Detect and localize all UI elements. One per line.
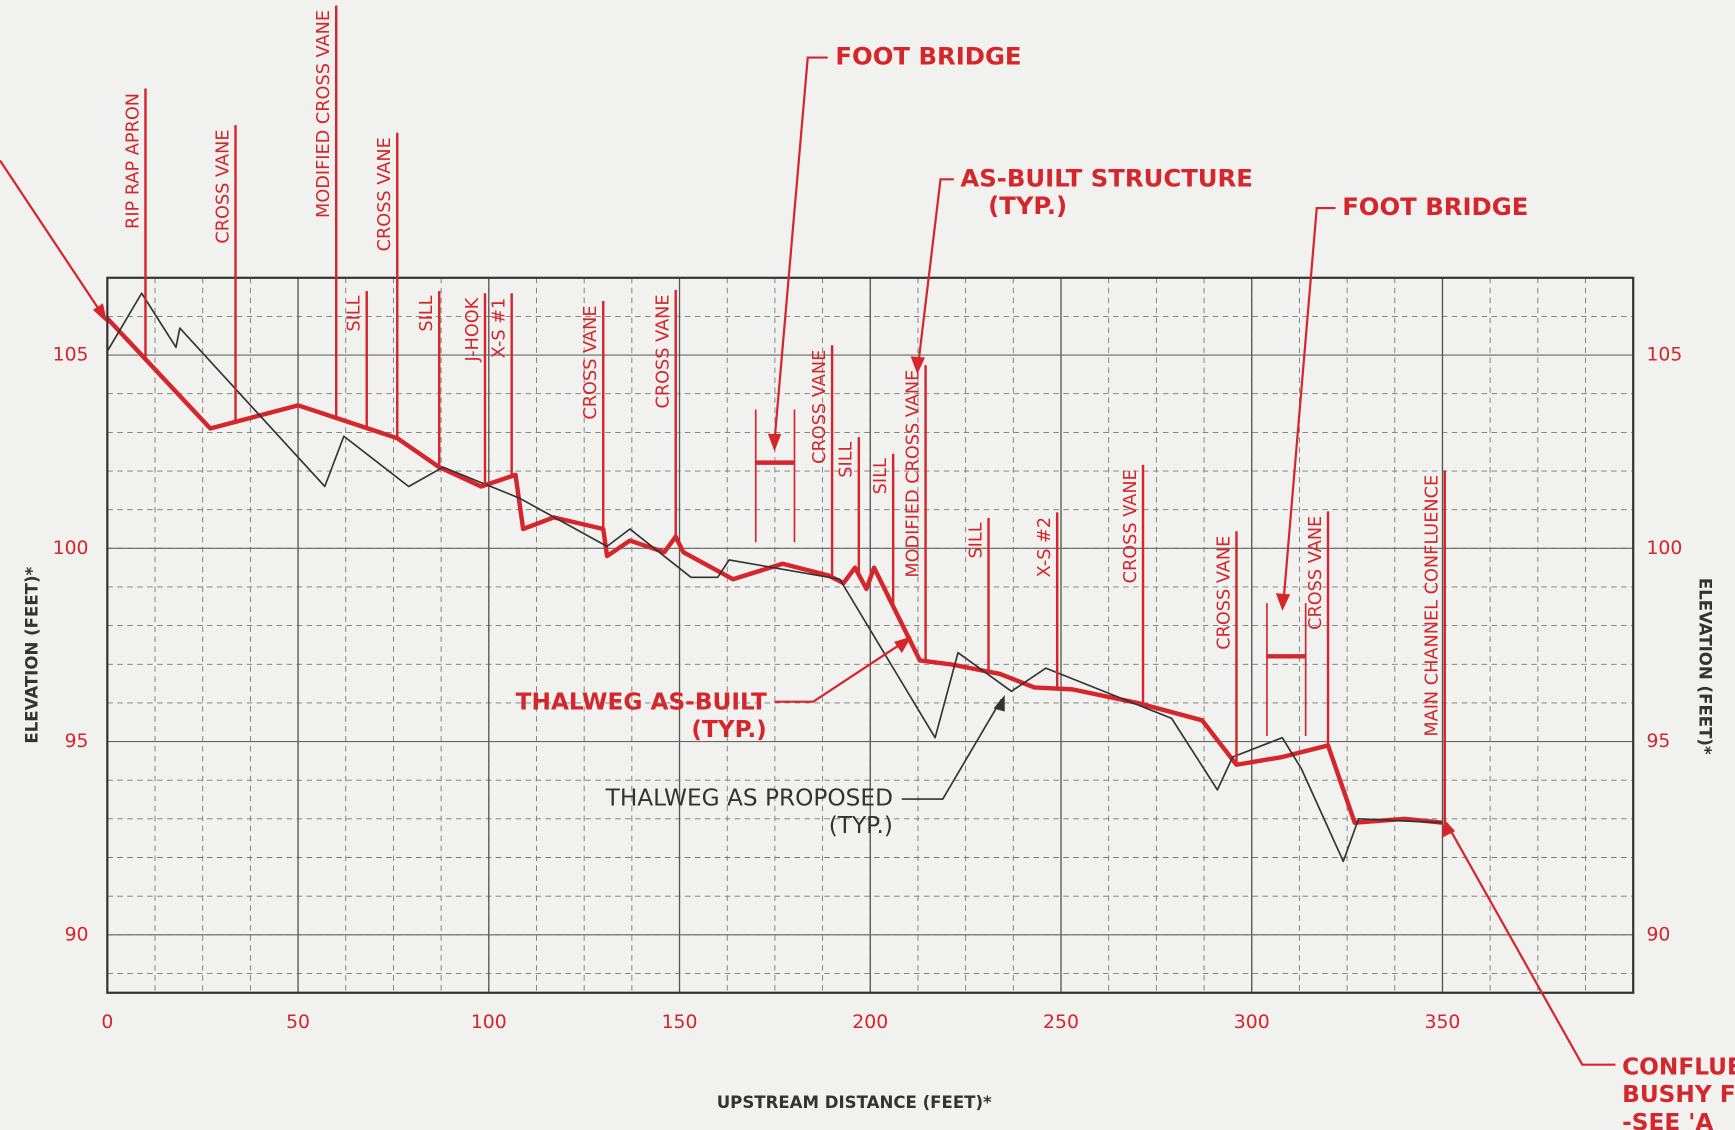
arrowhead xyxy=(910,356,926,375)
arrowhead xyxy=(767,433,782,452)
leader xyxy=(1446,823,1616,1066)
leader xyxy=(773,56,828,441)
structure-label: MAIN CHANNEL CONFLUENCE xyxy=(1423,475,1443,737)
callout: THALWEG AS-BUILT xyxy=(516,688,767,715)
y-tick-label: 100 xyxy=(53,538,89,559)
structure-label: SILL xyxy=(345,295,365,331)
x-tick-label: 150 xyxy=(662,1012,698,1033)
y2-tick-label: 95 xyxy=(1646,731,1670,752)
grid xyxy=(106,277,1634,993)
arrowheads xyxy=(92,303,1456,838)
arrowhead xyxy=(1441,819,1456,838)
y2-tick-label: 100 xyxy=(1646,538,1682,559)
labels: 0 50 100 150 200 250 300 350 90 95 100 105 90 95 100 10… xyxy=(23,5,1735,1130)
structure-label: CROSS VANE xyxy=(1214,536,1234,650)
y2-tick-label: 90 xyxy=(1646,924,1670,945)
structure-label: CROSS VANE xyxy=(375,137,395,251)
structure-label: CROSS VANE xyxy=(1306,516,1326,630)
structure-label: SILL xyxy=(966,522,986,558)
leader xyxy=(917,178,954,364)
leader xyxy=(0,159,107,320)
callout: AS-BUILT STRUCTURE xyxy=(960,163,1252,192)
callout: (TYP.) xyxy=(691,716,766,743)
y-tick-label: 90 xyxy=(65,924,89,945)
structure-label: CROSS VANE xyxy=(810,350,830,464)
callout: (TYP.) xyxy=(829,812,893,839)
structure-label: CROSS VANE xyxy=(654,294,674,408)
x-axis-title: UPSTREAM DISTANCE (FEET)* xyxy=(717,1093,992,1112)
leader xyxy=(774,638,908,703)
structure-label: MODIFIED CROSS VANE xyxy=(314,10,334,218)
structure-label: MODIFIED CROSS VANE xyxy=(903,370,923,578)
arrowhead xyxy=(993,695,1005,712)
callout: BUSHY F xyxy=(1622,1081,1735,1108)
structure-label: SILL xyxy=(417,295,437,331)
callout: (TYP.) xyxy=(988,191,1067,220)
arrowhead xyxy=(92,303,108,324)
x-tick-label: 100 xyxy=(471,1012,507,1033)
y2-tick-label: 105 xyxy=(1646,345,1682,366)
x-tick-label: 300 xyxy=(1234,1012,1270,1033)
structure-label: CROSS VANE xyxy=(581,305,601,419)
plot-frame xyxy=(106,276,1635,994)
arrowhead xyxy=(894,636,912,653)
y-tick-label: 95 xyxy=(65,731,89,752)
y-tick-label: 105 xyxy=(53,345,89,366)
leader xyxy=(1282,206,1336,602)
structure-label: CROSS VANE xyxy=(1121,469,1141,583)
callout: -SEE 'A xyxy=(1622,1109,1713,1130)
leaders xyxy=(0,56,1616,1066)
x-tick-label: 200 xyxy=(852,1012,888,1033)
x-tick-label: 0 xyxy=(101,1012,113,1033)
structure-label: RIP RAP APRON xyxy=(123,93,143,229)
series-line xyxy=(106,292,1443,863)
arrowhead xyxy=(1275,593,1291,611)
structure-label: X-S #2 xyxy=(1035,517,1055,578)
y2-axis-title: ELEVATION (FEET)* xyxy=(1696,578,1715,755)
callout: THALWEG AS PROPOSED xyxy=(605,785,893,812)
structure-label: X-S #1 xyxy=(490,298,510,359)
structure-label: SILL xyxy=(837,441,857,477)
y-axis-title: ELEVATION (FEET)* xyxy=(23,566,42,743)
callout: CONFLUE xyxy=(1622,1054,1735,1081)
callout: FOOT BRIDGE xyxy=(1342,192,1528,221)
structure-label: SILL xyxy=(871,458,891,494)
x-tick-label: 250 xyxy=(1043,1012,1079,1033)
x-tick-label: 350 xyxy=(1425,1012,1461,1033)
x-tick-label: 50 xyxy=(286,1012,310,1033)
callout: FOOT BRIDGE xyxy=(835,42,1021,71)
leader xyxy=(901,699,1003,800)
structure-label: J-HOOK xyxy=(463,297,483,362)
structure-label: CROSS VANE xyxy=(213,129,233,243)
marks xyxy=(105,292,1443,863)
